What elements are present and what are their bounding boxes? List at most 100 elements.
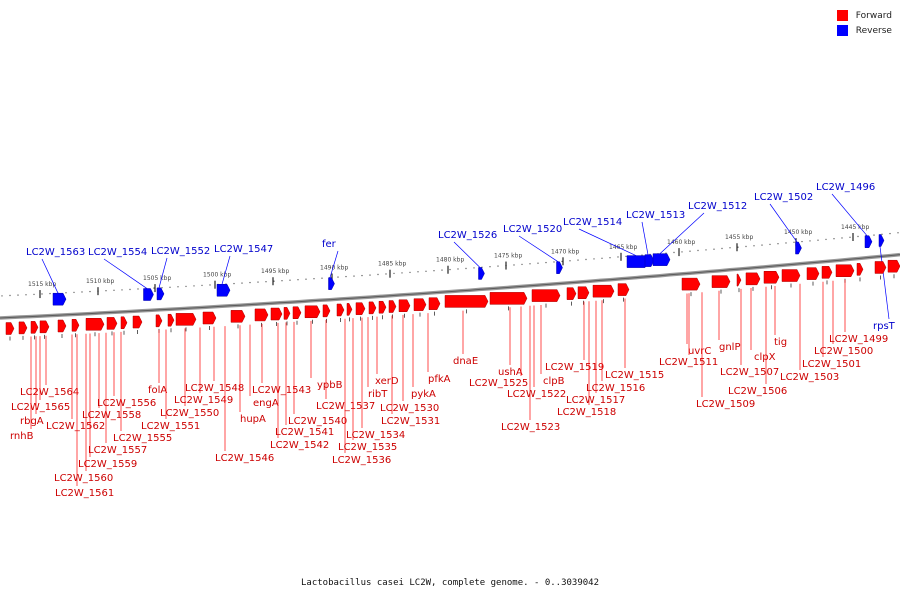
reverse-gene-arrow[interactable] xyxy=(864,235,873,248)
forward-gene-arrow[interactable] xyxy=(711,275,731,288)
forward-gene-arrow[interactable] xyxy=(835,264,855,277)
reverse-gene-arrow[interactable] xyxy=(156,287,165,301)
forward-gene[interactable]: ypbB xyxy=(310,320,343,391)
forward-gene-arrow[interactable] xyxy=(531,289,561,302)
forward-gene[interactable]: LC2W_1556 xyxy=(97,332,156,409)
forward-gene-arrow[interactable] xyxy=(489,292,528,305)
forward-gene-arrow[interactable] xyxy=(388,300,397,313)
forward-gene-arrow[interactable] xyxy=(368,301,377,315)
forward-gene[interactable]: rbgA xyxy=(20,336,44,427)
forward-gene[interactable]: LC2W_1506 xyxy=(728,286,787,397)
forward-gene[interactable]: LC2W_1565 xyxy=(11,336,70,413)
forward-gene[interactable]: LC2W_1503 xyxy=(780,283,839,383)
forward-gene[interactable]: pykA xyxy=(411,314,436,400)
reverse-gene-arrow[interactable] xyxy=(556,261,563,274)
reverse-gene[interactable]: fer xyxy=(322,239,339,290)
forward-gene[interactable]: LC2W_1543 xyxy=(252,323,311,396)
reverse-gene[interactable]: LC2W_1496 xyxy=(816,182,875,248)
forward-gene-arrow[interactable] xyxy=(577,286,590,299)
reverse-gene-arrow[interactable] xyxy=(878,234,885,247)
forward-gene-arrow[interactable] xyxy=(398,299,411,312)
forward-gene-arrow[interactable] xyxy=(444,295,489,308)
reverse-gene-arrow[interactable] xyxy=(52,292,67,306)
forward-gene[interactable]: LC2W_1534 xyxy=(346,317,405,441)
forward-gene-arrow[interactable] xyxy=(167,313,175,327)
forward-gene[interactable]: LC2W_1548 xyxy=(185,326,244,394)
forward-gene[interactable]: ushA xyxy=(498,307,523,378)
forward-gene[interactable]: LC2W_1507 xyxy=(720,288,779,378)
forward-gene[interactable]: LC2W_1522 xyxy=(507,305,566,400)
forward-gene[interactable]: ribT xyxy=(367,317,388,400)
reverse-gene[interactable]: LC2W_1554 xyxy=(88,247,154,301)
forward-gene[interactable]: LC2W_1511 xyxy=(659,293,718,368)
forward-gene[interactable]: LC2W_1499 xyxy=(829,279,888,345)
reverse-gene-arrow[interactable] xyxy=(652,253,671,266)
forward-gene-arrow[interactable] xyxy=(821,266,833,279)
forward-gene-arrow[interactable] xyxy=(806,267,820,280)
forward-gene[interactable]: LC2W_1542 xyxy=(270,322,329,451)
forward-gene[interactable]: LC2W_1564 xyxy=(20,335,79,398)
forward-gene-arrow[interactable] xyxy=(30,321,39,334)
forward-gene[interactable]: uvrC xyxy=(686,293,711,357)
forward-gene[interactable]: LC2W_1519 xyxy=(545,301,604,373)
reverse-gene-arrow[interactable] xyxy=(328,277,335,290)
forward-gene[interactable]: clpB xyxy=(540,304,565,387)
forward-gene[interactable]: LC2W_1535 xyxy=(338,318,397,453)
forward-gene-arrow[interactable] xyxy=(132,315,143,329)
forward-gene-arrow[interactable] xyxy=(322,304,331,318)
forward-gene[interactable]: LC2W_1500 xyxy=(814,280,873,357)
forward-gene-arrow[interactable] xyxy=(413,298,427,311)
forward-gene-arrow[interactable] xyxy=(5,322,15,335)
forward-gene-arrow[interactable] xyxy=(617,283,630,296)
reverse-gene[interactable]: LC2W_1552 xyxy=(151,246,210,301)
forward-gene[interactable]: LC2W_1562 xyxy=(46,334,105,432)
reverse-gene-arrow[interactable] xyxy=(644,254,655,267)
forward-gene-arrow[interactable] xyxy=(270,307,283,321)
forward-gene[interactable]: folA xyxy=(148,329,167,396)
forward-gene-arrow[interactable] xyxy=(736,273,742,287)
forward-gene[interactable]: LC2W_1523 xyxy=(501,305,560,433)
forward-gene-arrow[interactable] xyxy=(336,303,345,317)
forward-gene[interactable]: hupA xyxy=(239,325,266,425)
forward-gene[interactable]: LC2W_1551 xyxy=(141,329,200,432)
forward-gene[interactable]: engA xyxy=(249,324,279,409)
forward-gene-arrow[interactable] xyxy=(155,314,163,328)
forward-gene[interactable]: xerD xyxy=(375,316,399,387)
forward-gene-arrow[interactable] xyxy=(887,259,900,273)
reverse-gene-arrow[interactable] xyxy=(216,284,231,297)
forward-gene[interactable]: LC2W_1530 xyxy=(380,314,439,414)
forward-gene[interactable]: LC2W_1546 xyxy=(215,326,274,464)
forward-gene[interactable]: LC2W_1518 xyxy=(557,301,616,418)
forward-gene[interactable]: clpX xyxy=(750,288,776,363)
forward-gene[interactable]: tig xyxy=(774,285,787,348)
reverse-gene[interactable]: LC2W_1513 xyxy=(626,210,685,267)
forward-gene-arrow[interactable] xyxy=(85,318,105,331)
reverse-gene[interactable]: LC2W_1526 xyxy=(438,230,497,280)
reverse-gene-arrow[interactable] xyxy=(795,241,802,255)
forward-gene-arrow[interactable] xyxy=(254,308,269,322)
forward-gene-arrow[interactable] xyxy=(39,320,50,334)
forward-gene[interactable]: LC2W_1509 xyxy=(696,292,755,410)
forward-gene[interactable]: LC2W_1517 xyxy=(566,300,625,406)
forward-gene-arrow[interactable] xyxy=(856,263,864,276)
forward-gene-arrow[interactable] xyxy=(346,303,353,316)
forward-gene-arrow[interactable] xyxy=(592,284,615,298)
forward-gene[interactable]: LC2W_1537 xyxy=(316,319,375,412)
forward-gene[interactable]: rnhB xyxy=(10,336,34,442)
forward-gene[interactable]: LC2W_1557 xyxy=(88,332,147,456)
forward-gene-arrow[interactable] xyxy=(355,302,366,315)
reverse-gene[interactable]: rpsT xyxy=(873,234,896,332)
forward-gene-arrow[interactable] xyxy=(283,307,291,320)
forward-gene[interactable]: LC2W_1561 xyxy=(55,334,114,499)
forward-gene-arrow[interactable] xyxy=(120,316,128,330)
forward-gene[interactable]: LC2W_1550 xyxy=(160,328,219,419)
forward-gene-arrow[interactable] xyxy=(202,311,217,325)
reverse-gene[interactable]: LC2W_1502 xyxy=(754,192,813,255)
forward-gene[interactable]: LC2W_1525 xyxy=(469,306,528,389)
reverse-gene[interactable]: LC2W_1512 xyxy=(652,201,747,266)
forward-gene[interactable]: LC2W_1549 xyxy=(174,327,233,406)
forward-gene-arrow[interactable] xyxy=(18,321,28,335)
forward-gene[interactable]: dnaE xyxy=(453,310,478,367)
forward-gene-arrow[interactable] xyxy=(763,271,780,284)
forward-gene[interactable]: LC2W_1560 xyxy=(54,333,113,484)
